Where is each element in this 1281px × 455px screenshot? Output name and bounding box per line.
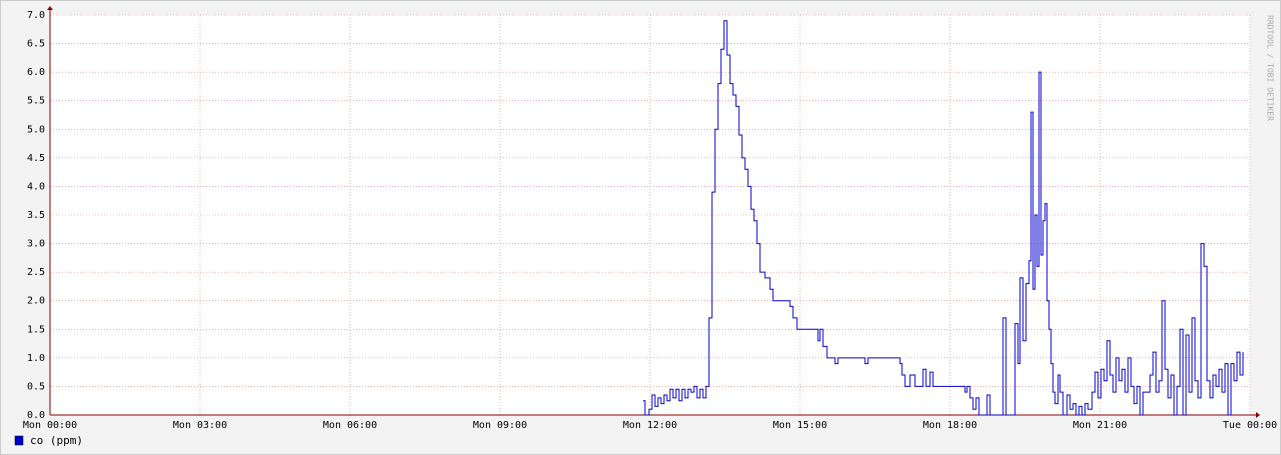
legend-label: co (ppm) <box>30 434 83 447</box>
side-text: RRDTOOL / TOBI OETIKER <box>1266 15 1275 121</box>
y-tick-label: 1.0 <box>27 353 45 364</box>
legend-swatch <box>14 435 24 446</box>
x-tick-label: Mon 00:00 <box>23 420 77 431</box>
x-tick-label: Mon 21:00 <box>1073 420 1127 431</box>
y-tick-label: 3.0 <box>27 239 45 250</box>
x-tick-label: Mon 06:00 <box>323 420 377 431</box>
y-tick-label: 0.0 <box>27 410 45 421</box>
x-tick-label: Mon 03:00 <box>173 420 227 431</box>
axis-arrow <box>47 6 53 10</box>
y-tick-label: 4.0 <box>27 181 45 192</box>
y-tick-label: 3.5 <box>27 210 45 221</box>
y-tick-label: 1.5 <box>27 324 45 335</box>
y-tick-label: 6.5 <box>27 39 45 50</box>
axis-arrow <box>1256 412 1260 418</box>
x-tick-label: Mon 09:00 <box>473 420 527 431</box>
y-tick-label: 2.0 <box>27 296 45 307</box>
y-tick-label: 4.5 <box>27 153 45 164</box>
y-tick-label: 6.0 <box>27 67 45 78</box>
y-tick-label: 5.5 <box>27 96 45 107</box>
x-tick-label: Mon 15:00 <box>773 420 827 431</box>
y-tick-label: 0.5 <box>27 381 45 392</box>
y-tick-label: 7.0 <box>27 10 45 21</box>
x-tick-label: Tue 00:00 <box>1223 420 1277 431</box>
data-line <box>643 20 1244 416</box>
x-tick-label: Mon 18:00 <box>923 420 977 431</box>
y-tick-label: 2.5 <box>27 267 45 278</box>
y-tick-label: 5.0 <box>27 124 45 135</box>
x-tick-label: Mon 12:00 <box>623 420 677 431</box>
